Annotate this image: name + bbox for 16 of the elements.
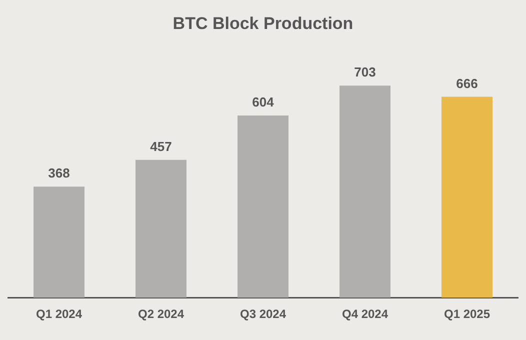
data-label: 368	[48, 166, 70, 181]
data-label: 703	[354, 64, 376, 80]
bar	[340, 86, 390, 298]
data-label: 666	[456, 76, 478, 91]
bar	[238, 115, 288, 298]
chart-title: BTC Block Production	[172, 14, 354, 33]
bar	[34, 186, 84, 298]
x-tick-label: Q4 2024	[342, 307, 388, 322]
x-tick-label: Q1 2024	[36, 307, 82, 322]
x-tick-label: Q1 2025	[444, 307, 490, 322]
bar	[136, 160, 186, 298]
x-tick-label: Q2 2024	[138, 307, 184, 322]
data-label: 457	[150, 138, 172, 154]
bar	[442, 96, 492, 298]
data-label: 604	[252, 94, 275, 110]
x-tick-label: Q3 2024	[240, 307, 286, 322]
